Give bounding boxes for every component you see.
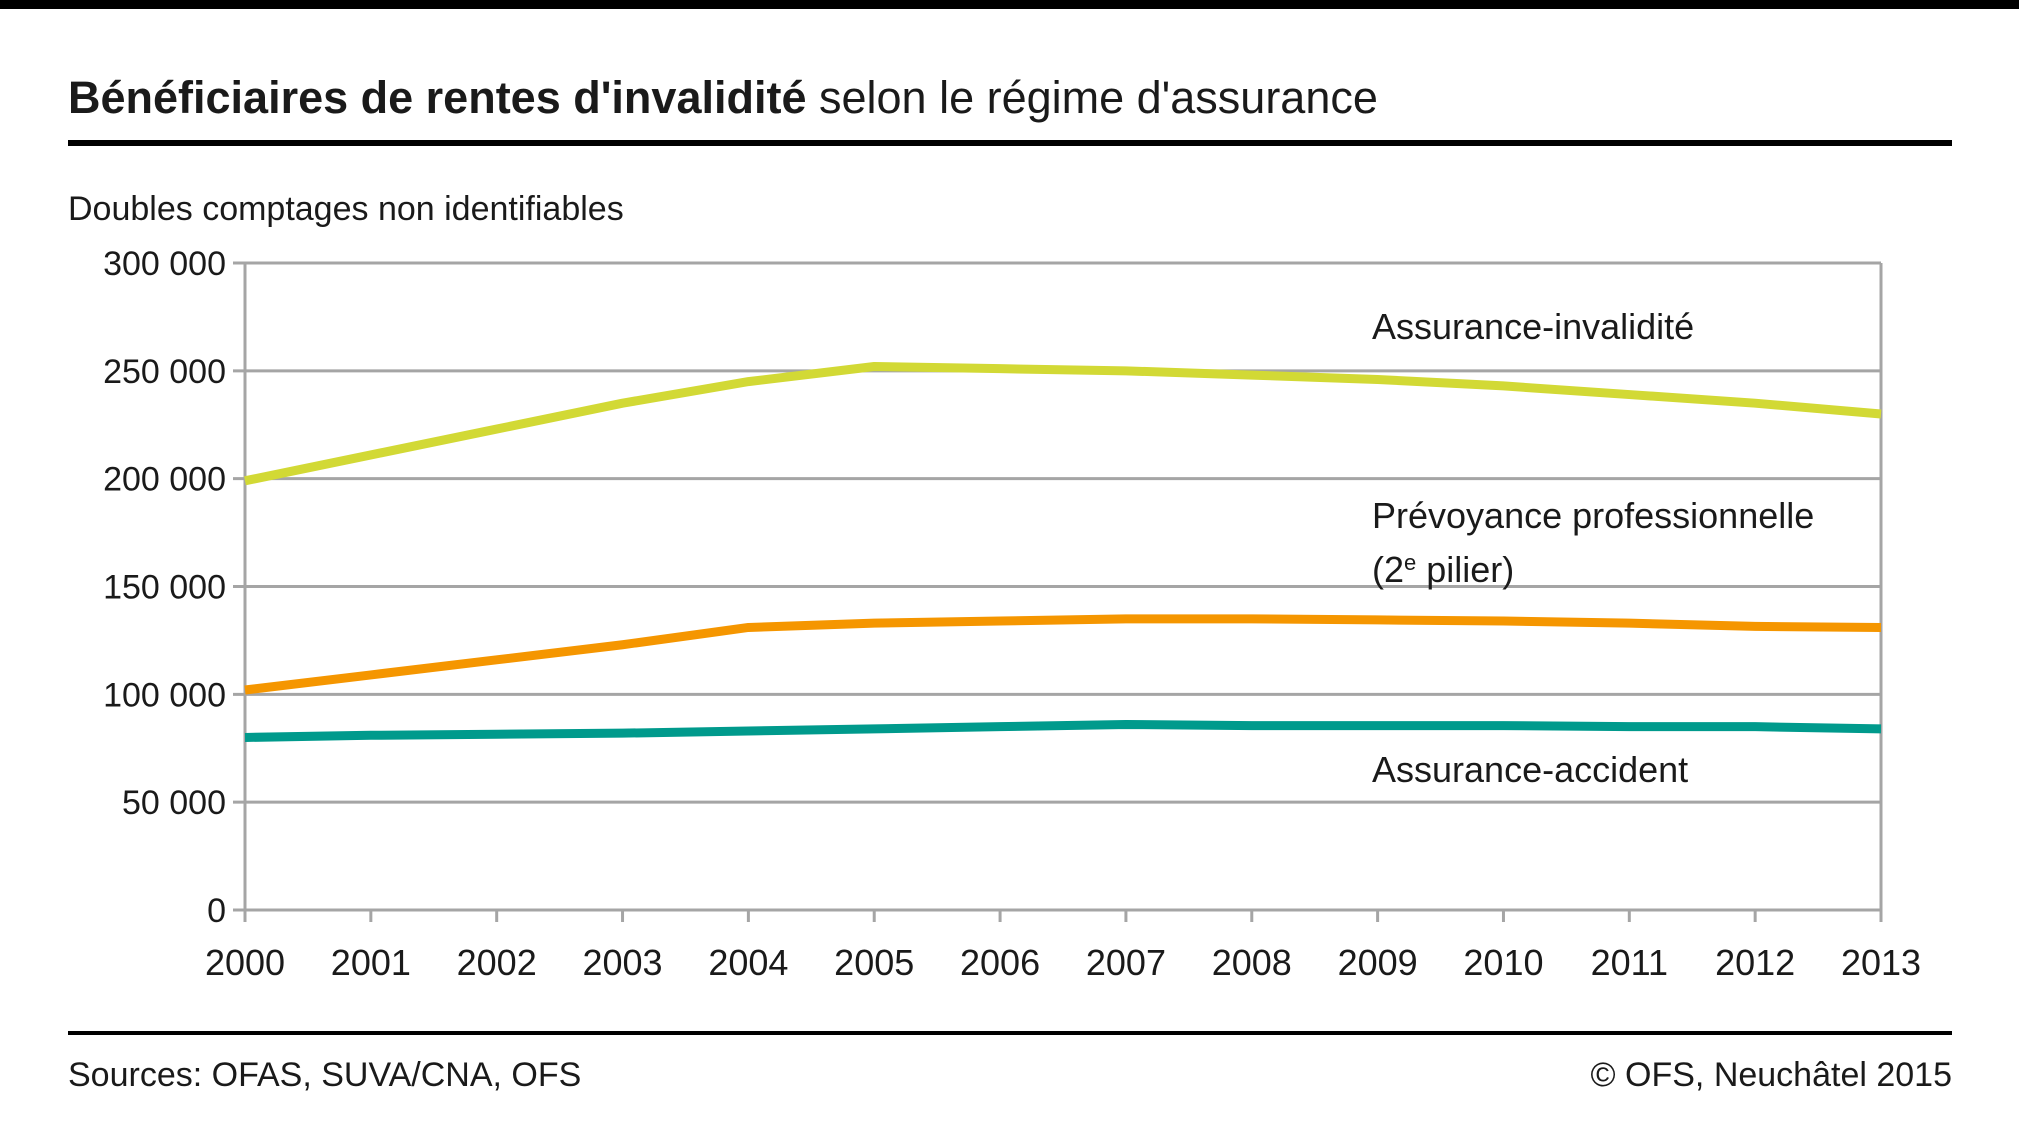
x-tick-label: 2008 <box>1212 942 1292 983</box>
y-tick-label: 150 000 <box>103 569 226 607</box>
x-tick-label: 2005 <box>834 942 914 983</box>
x-tick-label: 2003 <box>582 942 662 983</box>
x-tick-label: 2010 <box>1463 942 1543 983</box>
x-tick-label: 2006 <box>960 942 1040 983</box>
x-tick-label: 2007 <box>1086 942 1166 983</box>
legend-prevoyance-professionnelle: Prévoyance professionnelle (2e pilier) <box>1372 489 1814 597</box>
series-line-assurance-accident <box>244 720 1882 742</box>
legend-pp-superscript: e <box>1404 550 1417 575</box>
legend-pp-line1: Prévoyance professionnelle <box>1372 495 1815 536</box>
x-tick-label: 2012 <box>1715 942 1795 983</box>
y-tick-label: 300 000 <box>103 245 226 283</box>
legend-assurance-invalidite: Assurance-invalidité <box>1372 306 1695 347</box>
sources-text: Sources: OFAS, SUVA/CNA, OFS <box>68 1056 582 1094</box>
x-tick-label: 2009 <box>1338 942 1418 983</box>
page-title-bold: Bénéficiaires de rentes d'invalidité <box>68 72 807 123</box>
x-tick-label: 2000 <box>205 942 285 983</box>
page-title-regular: selon le régime d'assurance <box>806 72 1378 123</box>
x-tick-label: 2002 <box>457 942 537 983</box>
copyright-text: © OFS, Neuchâtel 2015 <box>1590 1056 1952 1094</box>
x-tick-label: 2001 <box>331 942 411 983</box>
y-tick-label: 100 000 <box>103 676 226 714</box>
y-tick-label: 0 <box>207 892 226 930</box>
footer-divider-rule <box>68 1031 1952 1035</box>
legend-pp-line2-post: pilier) <box>1416 549 1515 590</box>
x-tick-label: 2013 <box>1841 942 1921 983</box>
x-tick-label: 2004 <box>708 942 788 983</box>
y-tick-label: 200 000 <box>103 461 226 499</box>
top-black-bar <box>0 0 2019 9</box>
page-title: Bénéficiaires de rentes d'invalidité sel… <box>68 70 1958 126</box>
legend-assurance-accident: Assurance-accident <box>1372 749 1689 790</box>
y-tick-label: 250 000 <box>103 353 226 391</box>
legend-pp-line2-pre: (2 <box>1372 549 1405 590</box>
y-tick-label: 50 000 <box>122 784 226 822</box>
title-divider-rule <box>68 140 1952 146</box>
series-line-assurance-invalidite <box>244 362 1882 486</box>
x-tick-label: 2011 <box>1591 942 1668 983</box>
chart-subtitle: Doubles comptages non identifiables <box>68 190 624 228</box>
series-line-prevoyance-professionnelle <box>244 614 1882 695</box>
